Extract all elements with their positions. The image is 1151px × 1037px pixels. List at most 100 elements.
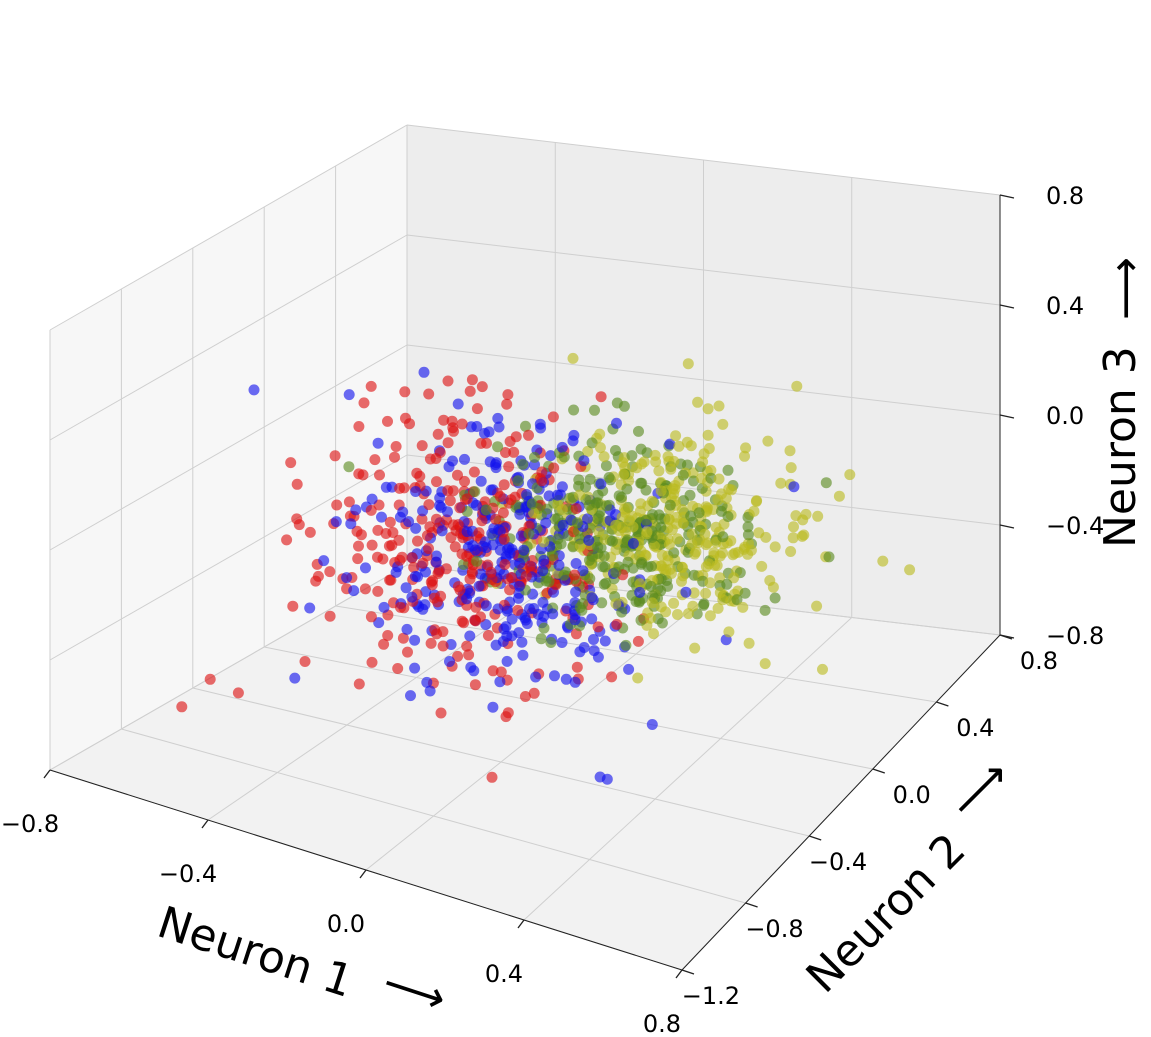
scatter-point-series-3 [584, 573, 596, 585]
scatter-point-series-3 [520, 420, 531, 432]
scatter-point-series-4 [756, 560, 768, 572]
scatter-point-series-1 [395, 601, 406, 613]
y-tick-label: 0.8 [1020, 647, 1058, 675]
scatter-point-series-2 [611, 417, 622, 429]
scatter-point-series-3 [668, 547, 680, 559]
scatter-point-series-2 [372, 437, 384, 449]
scatter-point-series-1 [291, 478, 303, 490]
scatter-point-series-2 [436, 525, 448, 537]
scatter-point-series-1 [431, 596, 443, 608]
x-tick-mark [517, 919, 525, 929]
scatter-point-series-4 [787, 532, 799, 544]
scatter-point-series-1 [353, 540, 364, 552]
scatter-point-series-1 [412, 535, 423, 547]
scatter-point-series-4 [692, 396, 704, 408]
scatter-point-series-4 [689, 642, 701, 654]
scatter-point-series-1 [449, 541, 461, 553]
scatter-point-series-2 [434, 499, 445, 511]
scatter-point-series-3 [633, 425, 644, 437]
scatter-point-series-2 [479, 427, 490, 439]
scatter-point-series-3 [646, 560, 657, 572]
scatter-point-series-3 [592, 513, 604, 525]
scatter-point-series-2 [410, 486, 422, 497]
scatter-point-series-1 [476, 381, 488, 393]
scatter-point-series-4 [688, 587, 700, 599]
scatter-point-series-4 [646, 495, 658, 507]
scatter-point-series-2 [601, 773, 613, 785]
scatter-point-series-2 [537, 596, 549, 608]
scatter-point-series-1 [366, 656, 378, 668]
y-tick-label: −1.2 [682, 982, 740, 1010]
scatter-point-series-3 [586, 437, 598, 449]
scatter-point-series-3 [571, 517, 583, 529]
scatter-point-series-1 [466, 374, 478, 386]
scatter-point-series-1 [426, 579, 438, 591]
scatter-point-series-4 [791, 380, 803, 392]
scatter-point-series-4 [743, 637, 755, 649]
scatter-point-series-3 [823, 551, 835, 563]
scatter-point-series-4 [649, 449, 661, 461]
scatter-point-series-4 [682, 608, 694, 620]
scatter-point-series-2 [646, 719, 658, 730]
scatter-point-series-3 [626, 450, 638, 462]
scatter-point-series-2 [578, 455, 590, 467]
scatter-point-series-1 [445, 532, 457, 543]
scatter-point-series-2 [405, 690, 416, 702]
scatter-point-series-1 [399, 386, 411, 398]
scatter-point-series-1 [499, 559, 511, 570]
scatter-point-series-2 [409, 634, 421, 646]
scatter-point-series-1 [486, 771, 498, 783]
scatter-point-series-3 [610, 445, 621, 456]
scatter-point-series-4 [714, 572, 726, 584]
scatter-point-series-1 [442, 437, 454, 449]
scatter-point-series-1 [421, 530, 433, 542]
scatter-point-series-1 [494, 491, 506, 503]
scatter-point-series-3 [596, 597, 608, 609]
scatter-point-series-3 [731, 594, 743, 606]
scatter-point-series-4 [713, 473, 725, 485]
scatter-point-series-4 [641, 526, 653, 538]
scatter-point-series-2 [412, 571, 423, 583]
scatter-point-series-1 [442, 375, 454, 387]
scatter-point-series-3 [739, 587, 751, 599]
scatter-point-series-1 [606, 671, 618, 683]
scatter-point-series-3 [717, 531, 729, 543]
scatter-point-series-3 [721, 578, 733, 590]
scatter-point-series-4 [574, 489, 586, 501]
z-axis-arrow: ⟶ [1100, 257, 1151, 320]
scatter-point-series-4 [712, 602, 724, 614]
scatter-point-series-2 [348, 585, 360, 597]
scatter-point-series-1 [324, 610, 336, 622]
scatter-point-series-2 [492, 412, 504, 424]
scatter-point-series-1 [485, 566, 497, 578]
scatter-point-series-2 [506, 613, 518, 625]
scatter-point-series-2 [289, 672, 301, 684]
scatter-point-series-2 [560, 673, 572, 685]
scatter-point-series-3 [722, 511, 734, 522]
y-axis-arrow: ⟶ [940, 749, 1021, 830]
scatter-point-series-1 [329, 450, 341, 462]
scatter-point-series-3 [742, 529, 754, 541]
scatter-point-series-1 [442, 485, 454, 497]
scatter-point-series-2 [557, 519, 569, 531]
scatter-point-series-3 [722, 464, 734, 476]
scatter-point-series-3 [705, 472, 717, 484]
x-tick-label: 0.8 [643, 1010, 681, 1037]
y-tick-label: 0.4 [956, 714, 994, 742]
scatter-point-series-2 [540, 517, 552, 529]
scatter-point-series-2 [394, 511, 406, 523]
scatter-point-series-3 [343, 461, 355, 473]
scatter-point-series-1 [500, 447, 511, 458]
scatter-point-series-1 [365, 504, 377, 516]
scatter-point-series-2 [578, 642, 590, 653]
scatter-point-series-4 [785, 462, 797, 474]
scatter-point-series-4 [800, 508, 812, 520]
scatter-point-series-4 [644, 612, 656, 624]
scatter-point-series-1 [505, 494, 517, 506]
x-tick-mark [675, 969, 683, 979]
scatter-point-series-1 [461, 493, 473, 505]
scatter-point-series-2 [543, 490, 555, 502]
scatter-point-series-4 [667, 483, 679, 495]
scatter-point-series-1 [434, 447, 446, 458]
scatter-point-series-2 [343, 389, 355, 401]
